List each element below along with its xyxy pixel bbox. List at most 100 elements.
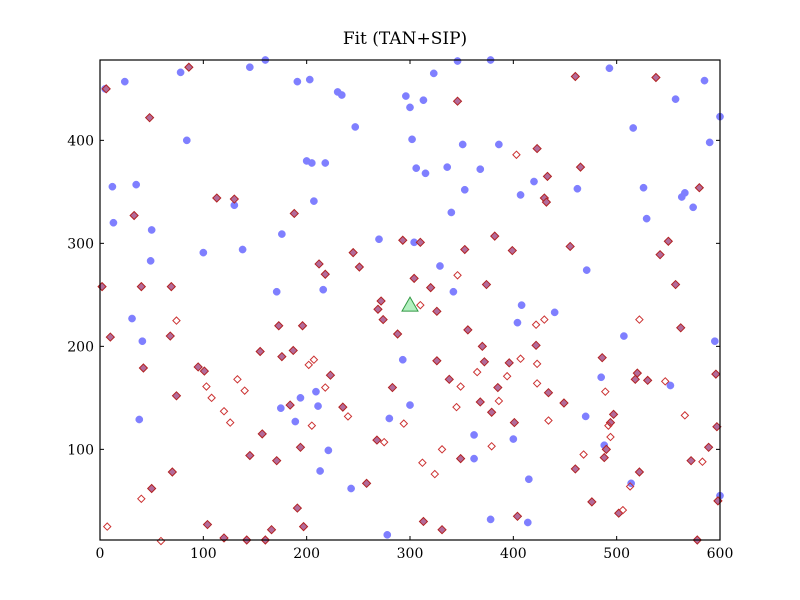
circle-point [620,332,628,340]
diamond-point [255,346,265,357]
open-diamond-point [680,411,690,420]
open-diamond-point [698,457,707,467]
circle-point [199,248,208,257]
diamond-point [325,370,336,380]
diamond-point [285,400,295,410]
diamond-point [378,314,388,325]
y-tick-label: 200 [67,339,94,355]
open-diamond-point [544,416,553,425]
circle-point [710,337,719,346]
circle-point [272,287,281,296]
diamond-point [295,442,306,453]
circle-point [689,203,697,212]
diamond-point [101,84,111,94]
diamond-point [504,358,514,368]
circle-point [312,387,320,396]
diamond-point [418,516,429,527]
open-diamond-point [102,522,112,531]
diamond-point [532,143,542,154]
circle-point [120,77,129,86]
circle-point [324,446,333,455]
open-diamond-point [472,367,482,377]
diamond-point [490,231,500,241]
circle-point [310,197,318,205]
circle-point [470,431,478,439]
diamond-point [570,464,581,474]
diamond-point [199,366,210,376]
open-diamond-point [487,441,496,451]
circle-point [412,164,421,173]
circle-point [517,301,526,310]
diamond-point [587,497,597,507]
diamond-point [694,183,705,193]
diamond-point [570,71,581,82]
diamond-point [599,452,609,463]
diamond-point [289,208,299,219]
circle-point [408,135,416,144]
diamond-point [297,321,308,331]
circle-point [700,76,709,85]
circle-point [176,68,185,77]
diamond-point [171,391,182,401]
diamond-point [165,331,175,341]
open-diamond-point [502,371,512,381]
diamond-point [361,478,372,489]
diamond-point [460,244,470,255]
diamond-point [559,398,569,408]
diamond-point [655,249,665,260]
circle-point [302,157,311,165]
circle-point [276,404,285,413]
diamond-point [670,279,681,290]
diamond-point [376,296,386,306]
diamond-point [138,363,149,373]
circle-point [597,373,606,382]
circle-point [581,412,590,421]
circle-point [449,287,458,296]
diamond-point [245,450,255,461]
diamond-point [229,194,240,204]
circle-point [573,184,582,193]
open-diamond-point [494,396,504,406]
plot-frame [99,59,721,541]
circle-point [319,285,328,294]
diamond-point [398,235,408,245]
circle-point [436,262,444,270]
circle-point [406,401,414,409]
open-diamond-point [430,469,440,479]
circle-point [351,123,360,131]
diamond-point [531,340,541,351]
circle-point [337,91,346,99]
circle-point [453,57,462,65]
diamond-point [193,362,203,372]
open-diamond-point [219,406,229,416]
open-diamond-point [625,482,635,491]
y-tick-label: 400 [67,133,94,149]
circle-point [138,337,147,346]
circle-point [316,467,324,475]
diamond-point [277,351,287,362]
circle-point [443,163,452,171]
diamond-point [597,352,607,363]
diamond-point [425,282,436,293]
diamond-point [257,429,267,439]
open-diamond-point [207,393,216,403]
diamond-point [146,483,157,494]
diamond-point [320,269,330,279]
open-diamond-point [304,360,314,370]
circle-point [293,77,302,86]
diamond-point [512,511,523,522]
diamond-point [601,444,612,455]
diamond-point [292,503,303,513]
diamond-point [703,442,714,453]
open-diamond-point [307,421,317,430]
circle-point [406,103,414,112]
circle-point [109,218,118,227]
open-diamond-point [418,458,427,468]
circle-point [383,530,392,539]
diamond-point [274,321,284,331]
diamond-point [444,374,454,385]
diamond-point [686,455,696,466]
circle-point [476,165,485,174]
open-diamond-point [437,445,447,454]
